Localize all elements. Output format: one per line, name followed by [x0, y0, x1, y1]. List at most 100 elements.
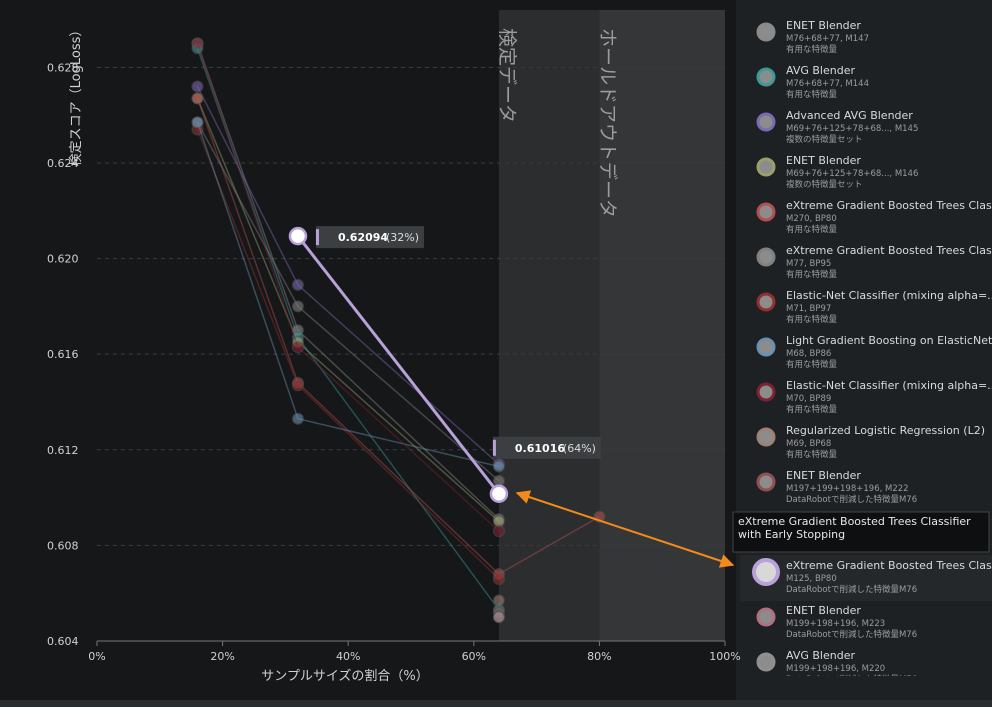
x-tick-label: 20% [210, 650, 234, 663]
y-tick-label: 0.616 [47, 348, 79, 361]
y-tick-label: 0.604 [47, 635, 79, 648]
arrow [515, 490, 735, 568]
x-tick-label: 0% [88, 650, 105, 663]
legend-features: 有用な特徴量 [786, 44, 838, 55]
legend-model-id: M69+76+125+78+68..., M145 [786, 124, 918, 134]
tooltip-text: eXtreme Gradient Boosted Trees Classifie… [738, 515, 971, 541]
x-label: (64%) [563, 442, 596, 455]
legend-features: 有用な特徴量 [786, 224, 838, 235]
legend-name[interactable]: AVG Blender [786, 64, 855, 77]
point [291, 379, 304, 392]
legend-name[interactable]: Advanced AVG Blender [786, 109, 913, 122]
x-tick-label: 100% [709, 650, 740, 663]
point [492, 572, 505, 585]
legend-name[interactable]: Regularized Logistic Regression (L2) [786, 424, 985, 437]
legend-swatch[interactable] [752, 558, 780, 586]
legend-name[interactable]: AVG Blender [786, 649, 855, 662]
point [492, 594, 505, 607]
legend-features: 有用な特徴量 [786, 359, 838, 370]
point [191, 80, 204, 93]
legend-model-id: M125, BP80 [786, 574, 837, 584]
point[interactable] [489, 484, 509, 504]
legend-name[interactable]: eXtreme Gradient Boosted Trees Classi... [786, 244, 992, 257]
legend-name[interactable]: ENET Blender [786, 19, 861, 32]
value-label-box [492, 436, 601, 459]
y-tick-label: 0.612 [47, 444, 79, 457]
point [492, 460, 505, 473]
legend-model-id: M76+68+77, M147 [786, 34, 869, 44]
legend-swatch[interactable] [756, 202, 776, 222]
legend-swatch[interactable] [756, 67, 776, 87]
x-axis-label: サンプルサイズの割合（%） [261, 668, 429, 684]
point [291, 341, 304, 354]
y-tick-label: 0.608 [47, 539, 79, 552]
legend-name[interactable]: eXtreme Gradient Boosted Trees Classi... [786, 199, 992, 212]
legend-name[interactable]: ENET Blender [786, 469, 861, 482]
legend-swatch[interactable] [756, 112, 776, 132]
legend-model-id: M76+68+77, M144 [786, 79, 869, 89]
legend-swatch[interactable] [756, 427, 776, 447]
point [291, 278, 304, 291]
legend-tooltip: eXtreme Gradient Boosted Trees Classifie… [732, 511, 990, 553]
x-label: (32%) [386, 231, 419, 244]
point [291, 300, 304, 313]
legend-swatch[interactable] [756, 292, 776, 312]
legend-name[interactable]: Light Gradient Boosting on ElasticNet... [786, 334, 992, 347]
legend-name[interactable]: ENET Blender [786, 604, 861, 617]
value-label: 0.61016 [515, 442, 565, 455]
legend-swatch[interactable] [756, 472, 776, 492]
series-line [296, 235, 501, 495]
legend-features: 複数の特徴量セット [786, 179, 863, 190]
y-tick-label: 0.628 [47, 61, 79, 74]
value-label: 0.62094 [338, 231, 388, 244]
value-label-bar [492, 439, 496, 456]
legend-features: 有用な特徴量 [786, 449, 838, 460]
legend-features: 有用な特徴量 [786, 269, 838, 280]
point[interactable] [288, 226, 308, 246]
legend-name[interactable]: Elastic-Net Classifier (mixing alpha=... [786, 289, 992, 302]
y-tick-label: 0.624 [47, 157, 79, 170]
legend-swatch[interactable] [756, 337, 776, 357]
legend-swatch[interactable] [756, 652, 776, 672]
legend-model-id: M199+198+196, M223 [786, 619, 885, 629]
point [191, 92, 204, 105]
legend-features: 有用な特徴量 [786, 314, 838, 325]
x-tick-label: 80% [587, 650, 611, 663]
legend-model-id: M77, BP95 [786, 259, 831, 269]
legend-model-id: M270, BP80 [786, 214, 837, 224]
tooltip-box [732, 511, 990, 553]
legend-swatch[interactable] [756, 247, 776, 267]
legend-model-id: M71, BP97 [786, 304, 831, 314]
legend-features: DataRobotで削減した特徴量M76 [786, 674, 917, 685]
legend-features: 有用な特徴量 [786, 89, 838, 100]
region-label: 検定データ [496, 28, 518, 123]
legend-model-id: M197+199+198+196, M222 [786, 484, 909, 494]
x-tick-label: 60% [462, 650, 486, 663]
legend-features: DataRobotで削減した特徴量M76 [786, 629, 917, 640]
legend-swatch[interactable] [756, 22, 776, 42]
tooltip-body: eXtreme Gradient Boosted Trees Classifie… [738, 515, 971, 541]
point [492, 525, 505, 538]
point [191, 116, 204, 129]
region-label: ホールドアウトデータ [596, 28, 618, 218]
point [492, 611, 505, 624]
legend-model-id: M69+76+125+78+68..., M146 [786, 169, 918, 179]
legend-swatch[interactable] [756, 157, 776, 177]
legend-name[interactable]: ENET Blender [786, 154, 861, 167]
y-axis-label: 検定スコア（LogLoss） [69, 24, 84, 167]
legend-name[interactable]: eXtreme Gradient Boosted Trees Classi... [786, 559, 992, 572]
legend-features: DataRobotで削減した特徴量M76 [786, 584, 917, 595]
legend-model-id: M69, BP68 [786, 439, 831, 449]
legend-name[interactable]: Elastic-Net Classifier (mixing alpha=... [786, 379, 992, 392]
legend-features: 複数の特徴量セット [786, 134, 863, 145]
point [191, 37, 204, 50]
legend-swatch[interactable] [756, 382, 776, 402]
legend-swatch[interactable] [756, 607, 776, 627]
legend-features: 有用な特徴量 [786, 404, 838, 415]
y-tick-label: 0.620 [47, 253, 79, 266]
value-label-box [315, 226, 424, 249]
point [291, 412, 304, 425]
legend-highlight [740, 555, 992, 601]
x-tick-label: 40% [336, 650, 360, 663]
